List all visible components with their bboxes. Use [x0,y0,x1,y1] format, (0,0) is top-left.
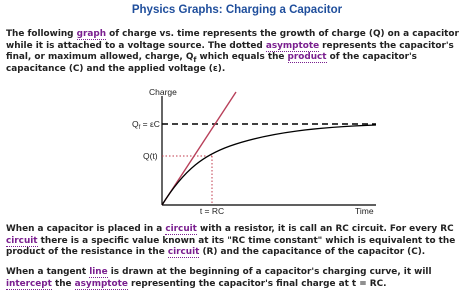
link[interactable]: circuit [167,247,200,259]
text-run: The following [6,29,77,39]
link[interactable]: asymptote [74,278,128,290]
link[interactable]: graph [76,29,107,40]
link[interactable]: circuit [6,235,38,247]
qf-sub: f [139,125,141,131]
link[interactable]: asymptote [265,40,320,52]
text-run: of charge vs. time represents the growth… [6,29,459,51]
figure: Charge Time Qf = εC Q(t) t = RC [132,87,377,216]
y-axis-label: Charge [149,87,177,97]
text-run: represents the capacitor's final, or max… [6,40,454,63]
x-axis-label: Time [355,206,374,216]
qt-label: Q(t) [143,151,158,161]
t-label: t = RC [200,206,224,216]
link[interactable]: product [287,52,327,64]
text-run: When a capacitor is placed in a [6,224,166,234]
qf-main: Q [132,119,139,129]
link[interactable]: intercept [6,278,52,290]
qf-rest: = εC [140,119,160,129]
text-run: with a resistor, it is call an RC circui… [196,224,454,234]
page-title: Physics Graphs: Charging a Capacitor [131,4,343,16]
text-run: (R) and the capacitance of the capacitor… [199,247,426,258]
text-run: the [51,278,75,289]
link[interactable]: circuit [165,224,197,235]
text-run: of the capacitor's capacitance (C) and t… [6,52,417,74]
text-run: is drawn at the beginning of a capacitor… [107,267,432,277]
text-run: representing the capacitor's final charg… [127,278,387,289]
text-run: there is a specific value known at its "… [6,235,456,258]
link[interactable]: line [89,267,108,278]
paragraph: When a capacitor is placed in a circuit … [6,224,470,259]
paragraph: The following graph of charge vs. time r… [6,29,470,75]
text-run: which equals the [196,52,288,63]
qf-label: Qf = εC [132,119,160,131]
text-run: When a tangent [6,267,90,277]
text-run: f [193,55,197,64]
charge-curve [161,124,377,206]
paragraph: When a tangent line is drawn at the begi… [6,267,470,290]
